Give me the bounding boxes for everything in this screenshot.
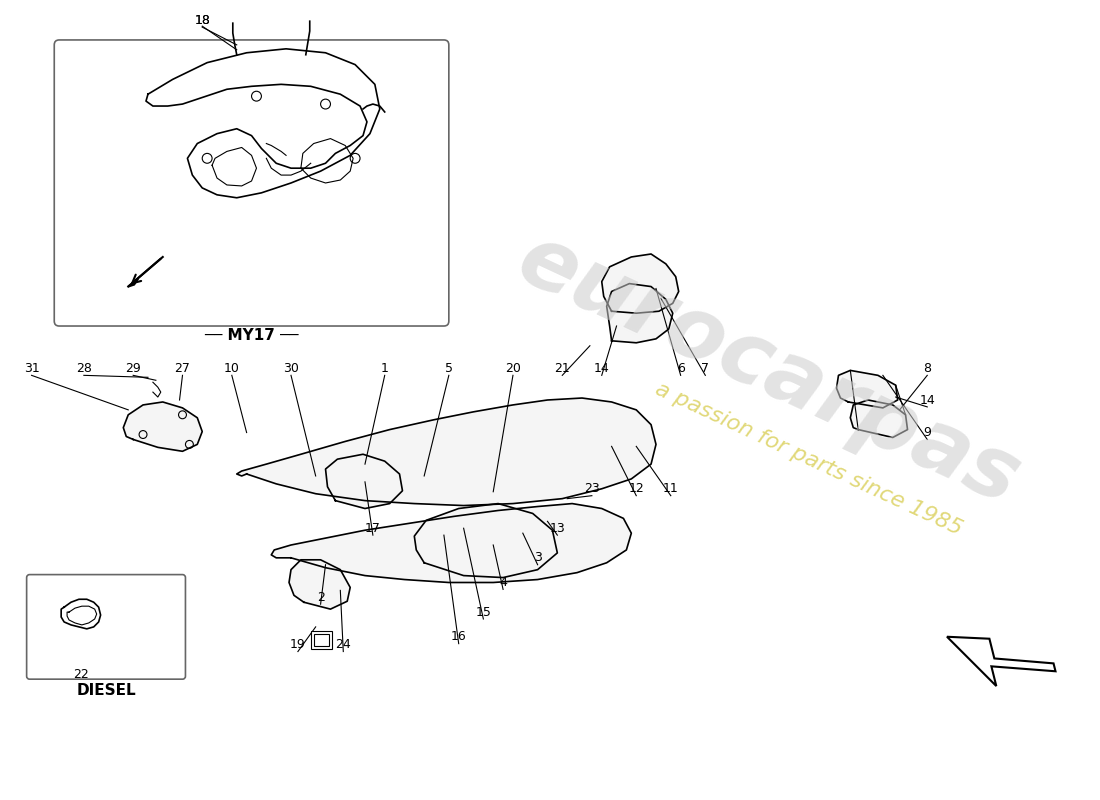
Text: 16: 16 (451, 630, 466, 643)
Polygon shape (236, 398, 656, 506)
Polygon shape (850, 400, 908, 438)
Text: 5: 5 (444, 362, 453, 375)
Polygon shape (415, 503, 558, 578)
Text: 3: 3 (534, 551, 541, 564)
Text: 20: 20 (505, 362, 521, 375)
Text: 13: 13 (550, 522, 565, 534)
Text: ── MY17 ──: ── MY17 ── (205, 328, 299, 343)
Text: 4: 4 (499, 576, 507, 589)
Text: 9: 9 (923, 426, 932, 439)
Polygon shape (289, 560, 350, 609)
Text: 2: 2 (317, 590, 324, 604)
Text: 23: 23 (584, 482, 600, 495)
Polygon shape (607, 283, 673, 342)
Text: 10: 10 (224, 362, 240, 375)
Text: 8: 8 (923, 362, 932, 375)
Text: 11: 11 (663, 482, 679, 495)
Text: 29: 29 (125, 362, 141, 375)
Text: 6: 6 (676, 362, 684, 375)
Bar (314, 634, 330, 646)
Text: 12: 12 (628, 482, 645, 495)
Text: 14: 14 (594, 362, 609, 375)
Text: 1: 1 (381, 362, 388, 375)
Polygon shape (947, 637, 1056, 686)
FancyBboxPatch shape (54, 40, 449, 326)
Text: a passion for parts since 1985: a passion for parts since 1985 (652, 379, 966, 539)
Polygon shape (272, 503, 631, 582)
Text: 14: 14 (920, 394, 935, 406)
Text: 24: 24 (336, 638, 351, 651)
Polygon shape (326, 454, 403, 509)
Text: 15: 15 (475, 606, 492, 618)
Polygon shape (123, 402, 202, 451)
Text: 28: 28 (76, 362, 91, 375)
Text: 18: 18 (195, 14, 210, 26)
Polygon shape (602, 254, 679, 313)
Text: 22: 22 (73, 668, 89, 681)
FancyBboxPatch shape (26, 574, 186, 679)
Text: eurocarpas: eurocarpas (505, 218, 1034, 523)
Polygon shape (129, 278, 139, 286)
Text: 17: 17 (365, 522, 381, 534)
Text: 30: 30 (283, 362, 299, 375)
Text: 19: 19 (290, 638, 306, 651)
Polygon shape (836, 370, 898, 408)
Text: 18: 18 (195, 14, 210, 26)
Text: 21: 21 (554, 362, 570, 375)
Text: DIESEL: DIESEL (76, 682, 136, 698)
Text: 27: 27 (175, 362, 190, 375)
Bar (310, 631, 332, 649)
Text: 31: 31 (24, 362, 40, 375)
Text: 7: 7 (702, 362, 710, 375)
